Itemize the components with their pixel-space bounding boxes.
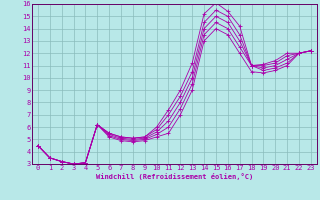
X-axis label: Windchill (Refroidissement éolien,°C): Windchill (Refroidissement éolien,°C) <box>96 173 253 180</box>
